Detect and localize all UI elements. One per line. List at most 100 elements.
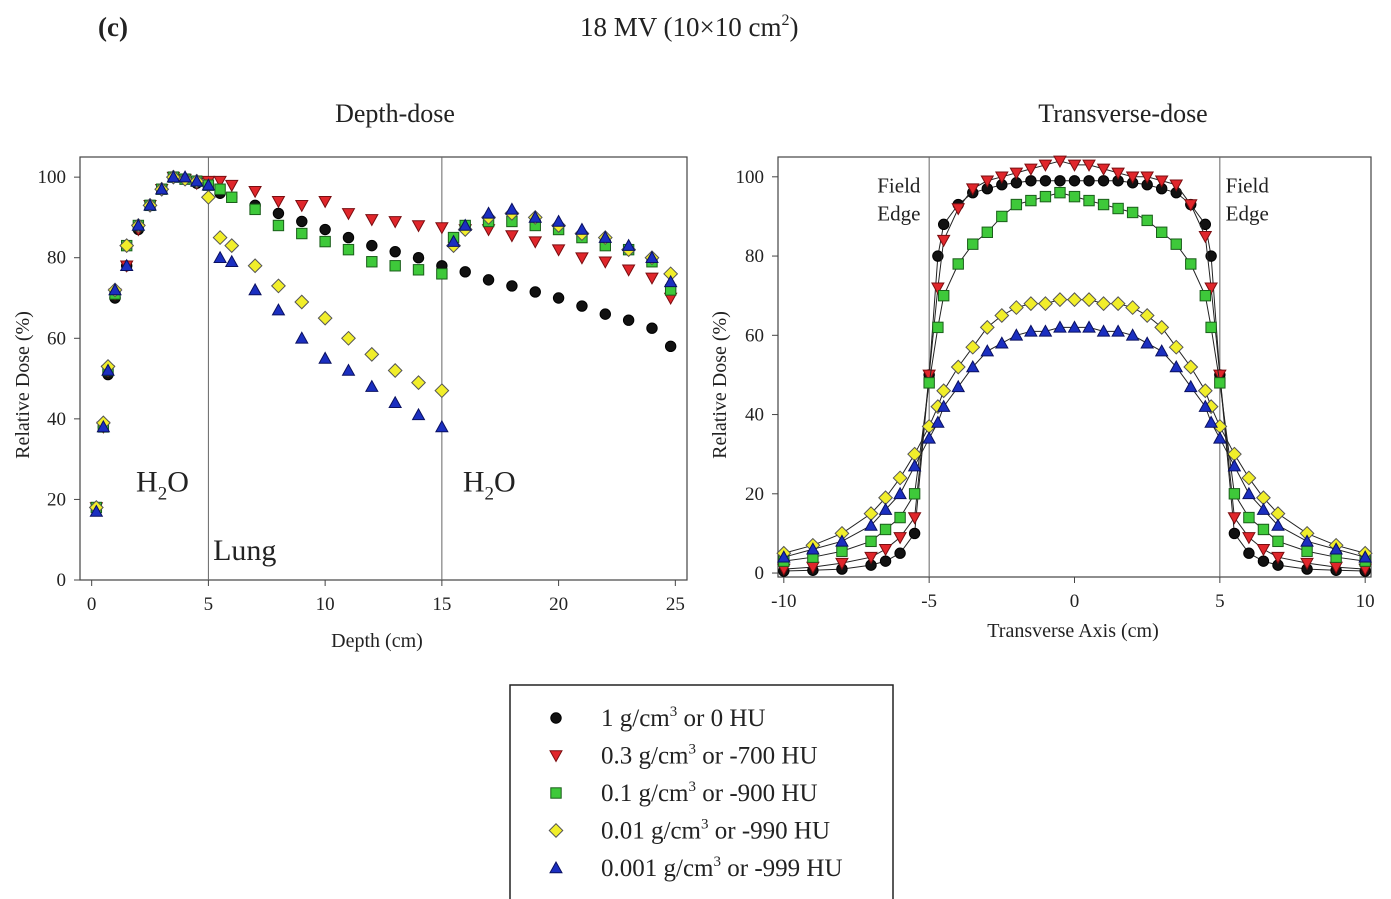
transverse-dose-point: [980, 344, 995, 357]
transverse-dose-point: [1111, 167, 1125, 180]
transverse-dose-point: [1156, 226, 1168, 238]
transverse-dose-point: [1139, 308, 1155, 323]
transverse-dose-point: [936, 234, 951, 248]
transverse-dose-point: [1204, 415, 1218, 428]
transverse-dose-point: [1228, 488, 1241, 500]
transverse-dose-point: [1126, 206, 1139, 219]
transverse-dose-point: [1038, 159, 1053, 172]
transverse-dose-point: [878, 543, 893, 557]
transverse-dose-point: [1068, 175, 1081, 187]
depth-dose-point: [248, 185, 262, 199]
depth-dose-point: [481, 206, 496, 219]
transverse-dose-point: [1083, 194, 1095, 207]
transverse-dose-point: [894, 511, 906, 524]
depth-dose-point: [551, 244, 566, 257]
transverse-dose-point: [1053, 155, 1067, 168]
transverse-dose-point: [994, 171, 1009, 184]
depth-dose-point: [663, 274, 678, 288]
transverse-dose-ytick-label: 100: [736, 167, 765, 188]
transverse-dose-point: [1243, 547, 1255, 559]
depth-dose-point: [131, 218, 146, 231]
transverse-dose-xtick-label: -5: [921, 591, 937, 612]
transverse-dose-point: [931, 415, 945, 428]
legend-label: 0.3 g/cm3 or -700 HU: [601, 742, 818, 770]
depth-dose-point: [318, 196, 332, 209]
transverse-dose-point: [931, 282, 945, 295]
transverse-dose-point: [1097, 175, 1110, 187]
transverse-dose-point: [965, 359, 980, 373]
transverse-dose-point: [1037, 296, 1053, 312]
transverse-dose-annotations: Field Edge Field Edge: [877, 174, 1269, 226]
transverse-dose-point: [981, 226, 993, 238]
transverse-dose-xtick-label: 10: [1356, 591, 1375, 612]
transverse-dose-point: [1096, 296, 1112, 312]
transverse-dose-point: [1125, 171, 1140, 184]
transverse-dose-point: [937, 289, 950, 302]
depth-dose-point: [621, 264, 636, 277]
transverse-dose-point: [1067, 159, 1082, 172]
transverse-dose-point: [1154, 344, 1169, 357]
depth-dose-ylabel: Relative Dose (%): [12, 311, 34, 459]
depth-dose-point: [319, 223, 331, 236]
depth-dose-point: [224, 238, 240, 254]
transverse-dose-point: [936, 383, 952, 399]
transverse-dose-point: [1154, 175, 1169, 188]
transverse-dose-point: [1243, 511, 1255, 524]
transverse-dose-point: [908, 488, 921, 500]
depth-dose-point: [411, 375, 426, 391]
depth-dose-point: [528, 236, 543, 249]
transverse-dose-point: [1271, 518, 1285, 531]
transverse-dose-point: [922, 369, 936, 382]
transverse-dose-point: [1213, 369, 1227, 382]
depth-dose-point: [319, 235, 331, 248]
transverse-dose-point: [923, 377, 935, 389]
transverse-dose-annotation: Field: [1226, 174, 1270, 198]
depth-dose-point: [296, 227, 308, 240]
transverse-dose-point: [1054, 186, 1066, 199]
transverse-dose-point: [1053, 320, 1067, 333]
transverse-dose-point: [1197, 383, 1213, 399]
transverse-dose-point: [1082, 320, 1096, 333]
transverse-dose-point: [965, 339, 981, 355]
depth-dose-point: [341, 363, 356, 376]
transverse-dose-point: [836, 545, 848, 557]
legend-label: 0.001 g/cm3 or -999 HU: [601, 854, 843, 882]
depth-dose-point: [201, 178, 216, 191]
depth-dose-plot-area: [79, 156, 688, 581]
transverse-dose-point: [965, 183, 980, 196]
transverse-dose-point: [864, 518, 878, 531]
depth-dose-point: [388, 395, 403, 409]
transverse-dose-ytick-label: 60: [745, 325, 764, 346]
depth-dose-point: [154, 182, 169, 195]
depth-dose-point: [224, 179, 239, 193]
depth-dose-xtick-label: 5: [204, 594, 214, 615]
depth-dose-point: [575, 222, 589, 235]
depth-dose-point: [598, 230, 613, 243]
transverse-dose-point: [892, 470, 908, 486]
transverse-dose-point: [864, 551, 878, 565]
depth-dose-point: [247, 258, 263, 274]
transverse-dose-edge-lines: [928, 157, 1221, 577]
depth-dose-point: [213, 175, 227, 189]
depth-dose-point: [119, 258, 134, 272]
transverse-dose-point: [996, 210, 1008, 223]
transverse-dose-point: [879, 555, 892, 567]
transverse-dose-point: [950, 359, 966, 375]
transverse-dose-point: [1300, 534, 1314, 547]
transverse-dose-point: [1039, 190, 1052, 203]
depth-dose-point: [458, 218, 473, 231]
transverse-dose-point: [979, 319, 995, 335]
transverse-dose-xtick-label: -10: [771, 591, 796, 612]
transverse-dose-point: [980, 175, 995, 188]
transverse-dose-point: [1067, 320, 1082, 333]
depth-dose-point: [226, 191, 238, 203]
depth-dose-point: [294, 331, 309, 344]
transverse-dose-point: [908, 527, 921, 540]
transverse-dose-point: [1256, 543, 1271, 557]
depth-dose-ticks: 0 5 10 15 20 25 0 20 40 60 80 100: [38, 167, 685, 615]
depth-dose-point: [294, 294, 310, 310]
transverse-dose-ytick-label: 20: [745, 484, 764, 505]
transverse-dose-point: [1083, 175, 1095, 187]
depth-dose-xtick-label: 25: [666, 594, 685, 615]
